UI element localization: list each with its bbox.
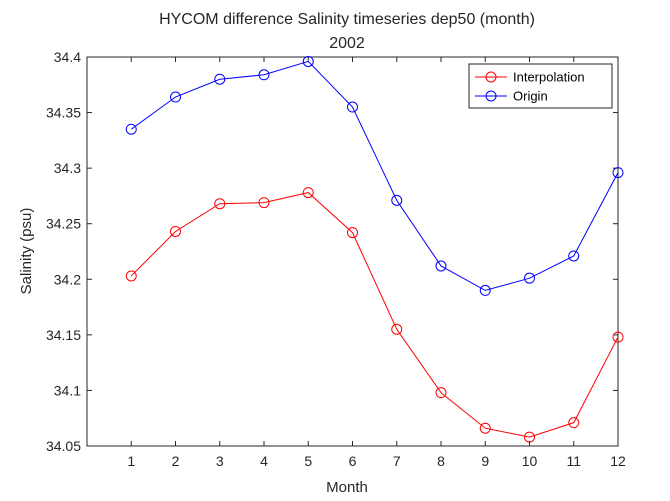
data-point-origin [612,167,624,179]
legend-label-origin: Origin [513,89,548,104]
legend-label-interpolation: Interpolation [513,70,585,85]
x-tick-label: 5 [304,453,312,469]
x-axis-label: Month [326,479,368,496]
data-point-interpolation [302,187,314,199]
data-point-origin [524,272,535,284]
data-point-interpolation [214,198,226,210]
data-point-origin [391,194,403,206]
y-tick-label: 34.05 [46,438,81,454]
series-line-interpolation [130,192,619,438]
data-point-origin [125,123,137,135]
y-tick-label: 34.25 [46,216,81,232]
x-tick-label: 1 [127,453,135,469]
y-tick-label: 34.15 [46,327,81,343]
data-point-origin [214,73,226,85]
legend: Interpolation Origin [468,63,613,109]
data-point-interpolation [612,331,624,343]
plot-area: 1 2 3 4 5 6 7 8 9 10 11 1234.0534.134.1534.234.2534… [46,49,626,469]
data-point-origin [170,91,181,103]
axes-box [86,56,619,447]
x-tick-label: 8 [437,453,445,469]
x-tick-label: 10 [522,453,538,469]
x-tick-label: 7 [393,453,401,469]
data-point-origin [435,260,447,272]
data-point-interpolation [391,323,403,335]
y-tick-label: 34.35 [46,105,81,121]
data-point-interpolation [125,270,137,282]
y-tick-label: 34.2 [54,271,81,287]
x-tick-label: 4 [260,453,268,469]
chart-title: HYCOM difference Salinity timeseries dep… [159,11,535,28]
data-point-interpolation [568,417,580,429]
legend-marker-origin [485,90,497,102]
series-line-origin [130,60,619,291]
legend-marker-interpolation [485,71,497,83]
data-point-interpolation [258,197,270,209]
data-point-interpolation [524,431,535,443]
x-tick-label: 12 [610,453,626,469]
data-point-origin [568,250,580,262]
y-tick-label: 34.3 [54,160,81,176]
x-tick-label: 2 [172,453,180,469]
y-axis-label: Salinity (psu) [18,208,35,295]
data-point-interpolation [435,387,447,399]
data-point-interpolation [479,422,491,434]
x-tick-label: 9 [481,453,489,469]
x-tick-label: 6 [349,453,357,469]
x-tick-label: 11 [566,453,581,469]
data-point-origin [479,284,491,296]
data-point-interpolation [347,227,358,239]
y-tick-label: 34.4 [54,49,81,65]
y-tick-label: 34.1 [54,382,81,398]
data-point-origin [258,69,270,81]
data-point-interpolation [170,225,181,237]
data-point-origin [347,101,358,113]
chart-subtitle: 2002 [329,35,365,52]
x-tick-label: 3 [216,453,224,469]
data-point-origin [302,55,314,67]
